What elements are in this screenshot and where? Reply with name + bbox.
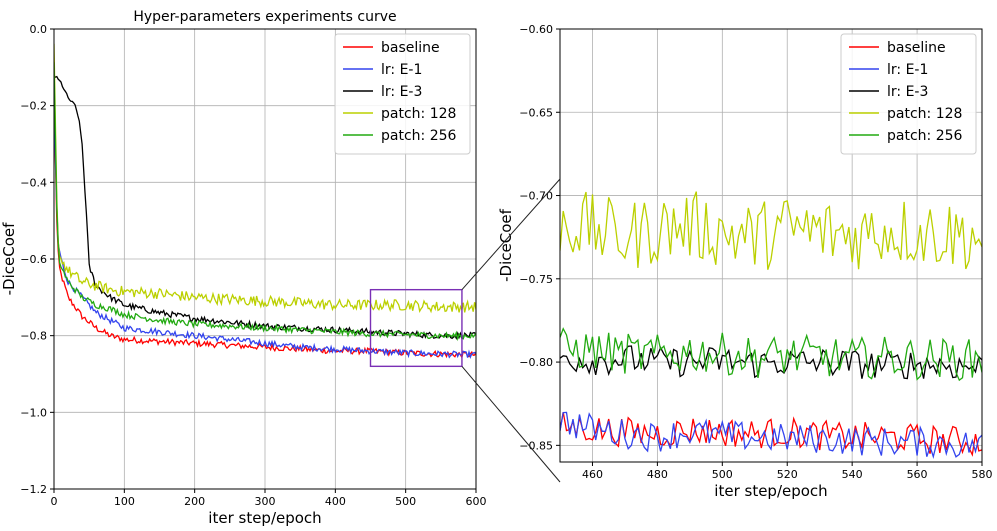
zoom-ytick-label-2: −0.70 [519, 190, 553, 203]
main-series-patch-256 [54, 62, 476, 342]
main-legend-label-1: lr: E-1 [381, 62, 422, 78]
zoom-region-box [369, 288, 463, 368]
zoom-series-patch-256 [560, 327, 982, 382]
main-xtick-label-3: 300 [255, 495, 276, 508]
main-xtick-label-0: 0 [51, 495, 58, 508]
main-legend-label-2: lr: E-3 [381, 84, 422, 100]
main-xtick-label-6: 600 [466, 495, 487, 508]
main-ytick-label-2: −0.4 [20, 176, 47, 189]
main-legend-box [334, 33, 471, 155]
main-legend: baseline lr: E-1 lr: E-3 patch: 128 patch: 2… [334, 33, 471, 155]
main-ytick-label-3: −0.6 [20, 253, 47, 266]
zoom-axes-frame [559, 28, 983, 463]
main-legend-label-0: baseline [381, 40, 440, 56]
main-xlabel: iter step/epoch [208, 509, 321, 527]
main-xtick-label-5: 500 [395, 495, 416, 508]
zoom-legend-label-4: patch: 256 [887, 128, 963, 144]
main-ytick-label-6: −1.2 [20, 483, 47, 496]
main-title: Hyper-parameters experiments curve [133, 9, 396, 25]
zoom-xtick-label-6: 580 [972, 468, 993, 481]
main-chart: 0 100 200 300 400 500 600 0.0 −0.2 −0.4 −0.6 −0.8 −1… [0, 9, 487, 527]
zoom-xlabel: iter step/epoch [714, 482, 827, 500]
zoom-xtick-label-0: 460 [582, 468, 603, 481]
zoom-series-baseline [560, 411, 982, 457]
zoom-xtick-label-3: 520 [777, 468, 798, 481]
zoom-connector-top [461, 178, 561, 290]
zoom-legend-label-2: lr: E-3 [887, 84, 928, 100]
zoom-legend: baseline lr: E-1 lr: E-3 patch: 128 patch: 2… [840, 33, 977, 155]
zoom-ytick-label-1: −0.65 [519, 106, 553, 119]
zoom-xtick-label-2: 500 [712, 468, 733, 481]
zoom-xtick-label-1: 480 [647, 468, 668, 481]
zoom-legend-box [840, 33, 977, 155]
zoom-ylabel: -DiceCoef [497, 208, 515, 281]
main-xtick-label-1: 100 [114, 495, 135, 508]
main-ytick-label-1: −0.2 [20, 100, 47, 113]
main-legend-label-3: patch: 128 [381, 106, 456, 122]
zoom-xtick-label-5: 560 [907, 468, 928, 481]
main-series-patch-128 [54, 43, 476, 314]
main-xtick-label-2: 200 [184, 495, 205, 508]
main-ytick-label-5: −1.0 [20, 406, 47, 419]
main-legend-label-4: patch: 256 [381, 128, 457, 144]
zoom-chart: 460 480 500 520 540 560 580 −0.60 −0.65 −0.70 −0.7… [497, 23, 993, 500]
zoom-xtick-label-4: 540 [842, 468, 863, 481]
zoom-ytick-label-5: −0.85 [519, 439, 553, 452]
main-ytick-label-4: −0.8 [20, 330, 47, 343]
zoom-connector-bottom [461, 366, 561, 483]
zoom-series-patch-128 [560, 191, 982, 270]
zoom-series-lr-e-1 [560, 411, 982, 459]
zoom-legend-label-3: patch: 128 [887, 106, 962, 122]
main-xtick-label-4: 400 [325, 495, 346, 508]
zoom-series-lr-e-3 [560, 345, 982, 380]
zoom-ytick-label-4: −0.80 [519, 356, 553, 369]
zoom-ytick-label-0: −0.60 [519, 23, 553, 36]
zoom-legend-label-0: baseline [887, 40, 946, 56]
zoom-ytick-label-3: −0.75 [519, 273, 553, 286]
zoom-legend-label-1: lr: E-1 [887, 62, 928, 78]
main-series-lr-e-1 [54, 93, 476, 359]
main-ylabel: -DiceCoef [0, 222, 18, 295]
main-ytick-label-0: 0.0 [30, 23, 48, 36]
